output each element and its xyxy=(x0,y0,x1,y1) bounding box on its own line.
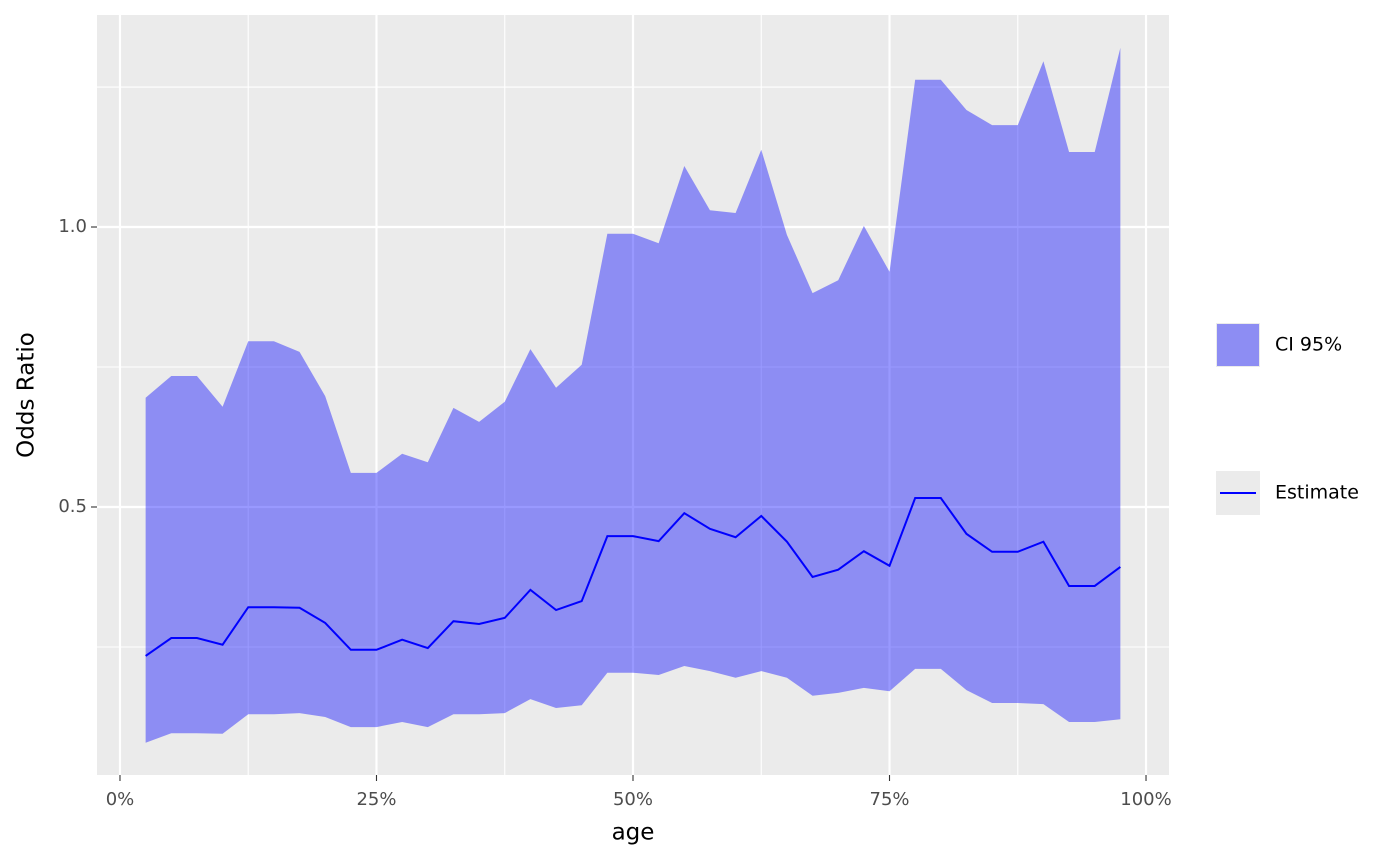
estimate-line xyxy=(145,497,1121,657)
x-tick-label: 100% xyxy=(1120,789,1171,810)
x-axis-title: age xyxy=(612,820,655,846)
legend: CI 95% Estimate xyxy=(1216,323,1359,515)
y-tick-label: 0.5 xyxy=(58,496,87,517)
x-tick-label: 0% xyxy=(106,789,135,810)
x-tick-label: 25% xyxy=(356,789,396,810)
x-tick-label: 50% xyxy=(613,789,653,810)
plot-marks xyxy=(145,47,1121,743)
grid xyxy=(97,15,1169,775)
x-tick-label: 75% xyxy=(870,789,910,810)
y-tick-label: 1.0 xyxy=(58,216,87,237)
y-axis-title: Odds Ratio xyxy=(14,332,40,458)
legend-label: CI 95% xyxy=(1275,334,1342,356)
ci-ribbon xyxy=(145,47,1121,743)
legend-label: Estimate xyxy=(1275,482,1359,504)
legend-key xyxy=(1217,324,1259,366)
axes: 0.5 1.0 0% 25% 50% 75% 100% xyxy=(58,216,1171,810)
legend-key-background xyxy=(1216,323,1260,367)
